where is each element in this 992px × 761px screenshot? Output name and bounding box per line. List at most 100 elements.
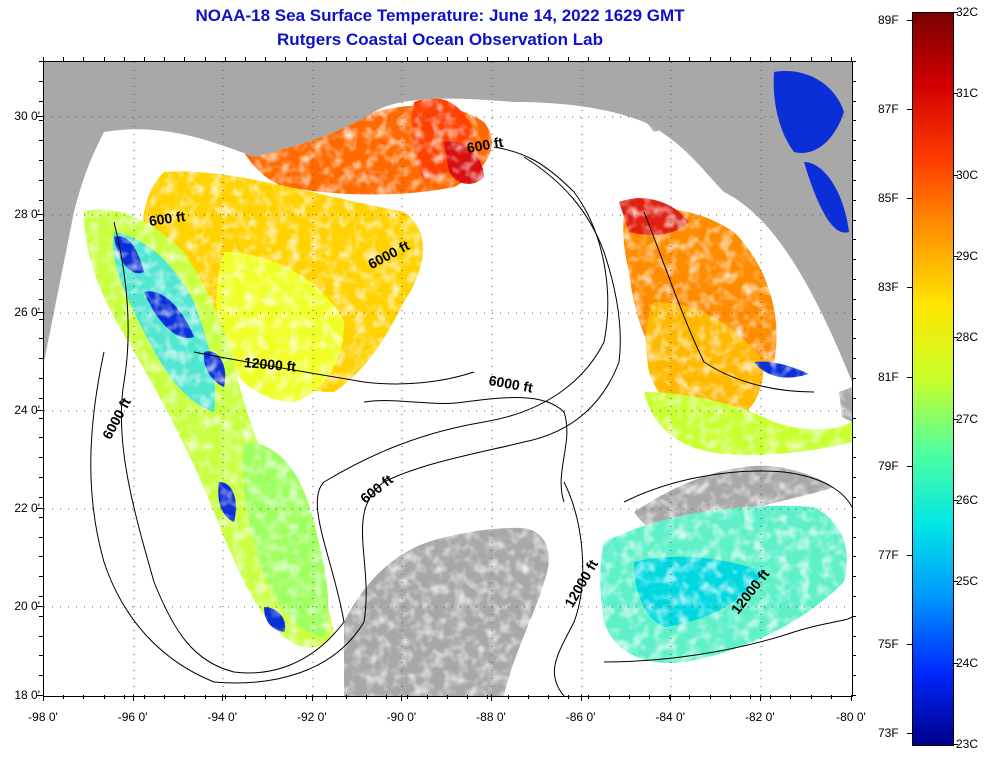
minor-tick (39, 477, 43, 479)
minor-tick (527, 695, 529, 699)
minor-tick (487, 695, 489, 699)
celsius-label: 31C (956, 86, 979, 101)
latitude-label: 20 0' (14, 599, 40, 613)
latitude-label: 24 0' (14, 403, 40, 417)
contour-6000ft (90, 156, 621, 684)
minor-tick (852, 496, 856, 498)
minor-tick (852, 120, 856, 122)
minor-tick (852, 199, 856, 201)
minor-tick (852, 259, 856, 261)
minor-tick (39, 219, 43, 221)
minor-tick (39, 100, 43, 102)
minor-tick (790, 57, 792, 61)
minor-tick (39, 358, 43, 360)
minor-tick (830, 57, 832, 61)
minor-tick (548, 695, 549, 699)
celsius-label: 24C (956, 655, 979, 670)
minor-tick (770, 695, 772, 699)
minor-tick (649, 695, 650, 699)
minor-tick (39, 695, 43, 696)
minor-tick (305, 695, 307, 699)
fahrenheit-label: 73F (878, 726, 899, 741)
minor-tick (851, 57, 852, 61)
minor-tick (852, 298, 856, 300)
minor-tick (852, 397, 856, 399)
celsius-label: 30C (956, 167, 979, 182)
fahrenheit-label: 85F (878, 191, 899, 206)
celsius-label: 27C (956, 411, 979, 426)
minor-tick (447, 57, 448, 61)
minor-tick (285, 57, 287, 61)
longitude-tick (491, 695, 492, 701)
minor-tick (852, 437, 856, 439)
latitude-tick (37, 606, 43, 607)
minor-tick (265, 57, 267, 61)
minor-tick (852, 80, 856, 82)
celsius-label: 28C (956, 330, 979, 345)
longitude-label: -98 0' (28, 710, 58, 724)
colorbar-tick (953, 256, 958, 257)
minor-tick (852, 358, 856, 360)
minor-tick (810, 695, 812, 699)
minor-tick (568, 695, 570, 699)
minor-tick (386, 695, 388, 699)
minor-tick (507, 695, 509, 699)
minor-tick (39, 655, 43, 657)
celsius-label: 23C (956, 737, 979, 751)
colorbar-tick (953, 500, 958, 501)
minor-tick (852, 477, 856, 479)
minor-tick (852, 100, 856, 102)
minor-tick (285, 695, 287, 699)
longitude-label: -92 0' (296, 710, 327, 724)
minor-tick (852, 457, 856, 459)
colorbar-tick (953, 662, 958, 664)
minor-tick (39, 635, 43, 637)
minor-tick (63, 695, 65, 699)
minor-tick (852, 378, 856, 379)
minor-tick (39, 397, 43, 399)
minor-tick (39, 239, 43, 241)
minor-tick (669, 57, 671, 61)
colorbar-tick (907, 109, 912, 111)
minor-tick (750, 57, 751, 61)
minor-tick (852, 219, 856, 221)
colorbar-tick (953, 581, 958, 583)
minor-tick (628, 57, 630, 61)
latitude-tick (37, 312, 43, 313)
minor-tick (852, 179, 856, 181)
latitude-tick (37, 116, 43, 117)
latitude-label: 30 0' (14, 109, 40, 123)
minor-tick (39, 457, 43, 459)
minor-tick (103, 57, 105, 61)
minor-tick (852, 695, 856, 696)
minor-tick (39, 496, 43, 498)
fahrenheit-label: 75F (878, 636, 899, 651)
map-subtitle: Rutgers Coastal Ocean Observation Lab (277, 30, 603, 49)
minor-tick (852, 318, 856, 320)
minor-tick (39, 536, 43, 538)
minor-tick (144, 695, 145, 699)
latitude-tick (37, 410, 43, 411)
minor-tick (852, 655, 856, 657)
colorbar-tick (953, 12, 958, 13)
minor-tick (103, 695, 105, 699)
minor-tick (39, 437, 43, 439)
minor-tick (852, 338, 856, 340)
latitude-tick (37, 508, 43, 509)
longitude-tick (311, 695, 313, 701)
colorbar-tick (953, 744, 958, 745)
minor-tick (709, 57, 711, 61)
colorbar-tick (953, 174, 958, 176)
minor-tick (39, 278, 43, 280)
minor-tick (39, 417, 43, 419)
contour-florida (643, 211, 815, 393)
minor-tick (426, 57, 428, 61)
minor-tick (204, 695, 206, 699)
minor-tick (144, 57, 145, 61)
longitude-label: -84 0' (655, 710, 686, 724)
longitude-label: -94 0' (207, 710, 238, 724)
cloud-mask (44, 98, 852, 696)
minor-tick (608, 57, 610, 61)
minor-tick (325, 695, 327, 699)
minor-tick (366, 57, 368, 61)
